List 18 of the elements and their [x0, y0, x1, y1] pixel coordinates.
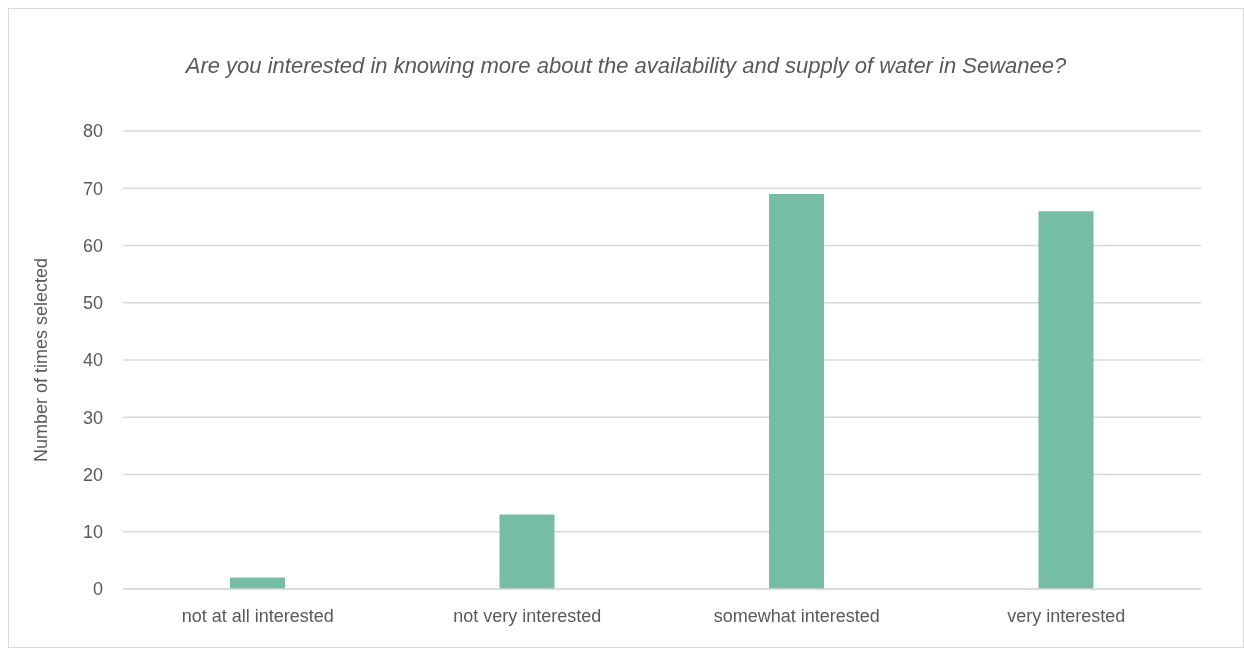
- y-tick-label: 50: [82, 293, 103, 314]
- bar: [499, 514, 555, 589]
- x-tick-label: not very interested: [453, 605, 602, 626]
- x-tick-label: not at all interested: [181, 605, 334, 626]
- y-tick-label: 80: [82, 121, 103, 142]
- y-tick-label: 30: [82, 407, 103, 428]
- y-tick-label: 0: [92, 579, 103, 600]
- bar: [769, 193, 824, 589]
- chart-title: Are you interested in knowing more about the availability and supply of water in Sewanee?: [184, 53, 1068, 79]
- y-tick-label: 40: [82, 350, 103, 371]
- y-tick-label: 20: [82, 464, 103, 485]
- x-tick-label: very interested: [1007, 605, 1126, 626]
- bar: [1038, 211, 1094, 589]
- y-tick-label: 10: [82, 522, 103, 543]
- y-tick-label: 70: [82, 178, 103, 199]
- y-tick-label: 60: [82, 235, 103, 256]
- x-tick-label: somewhat interested: [713, 605, 880, 626]
- y-axis-title: Number of times selected: [31, 257, 52, 463]
